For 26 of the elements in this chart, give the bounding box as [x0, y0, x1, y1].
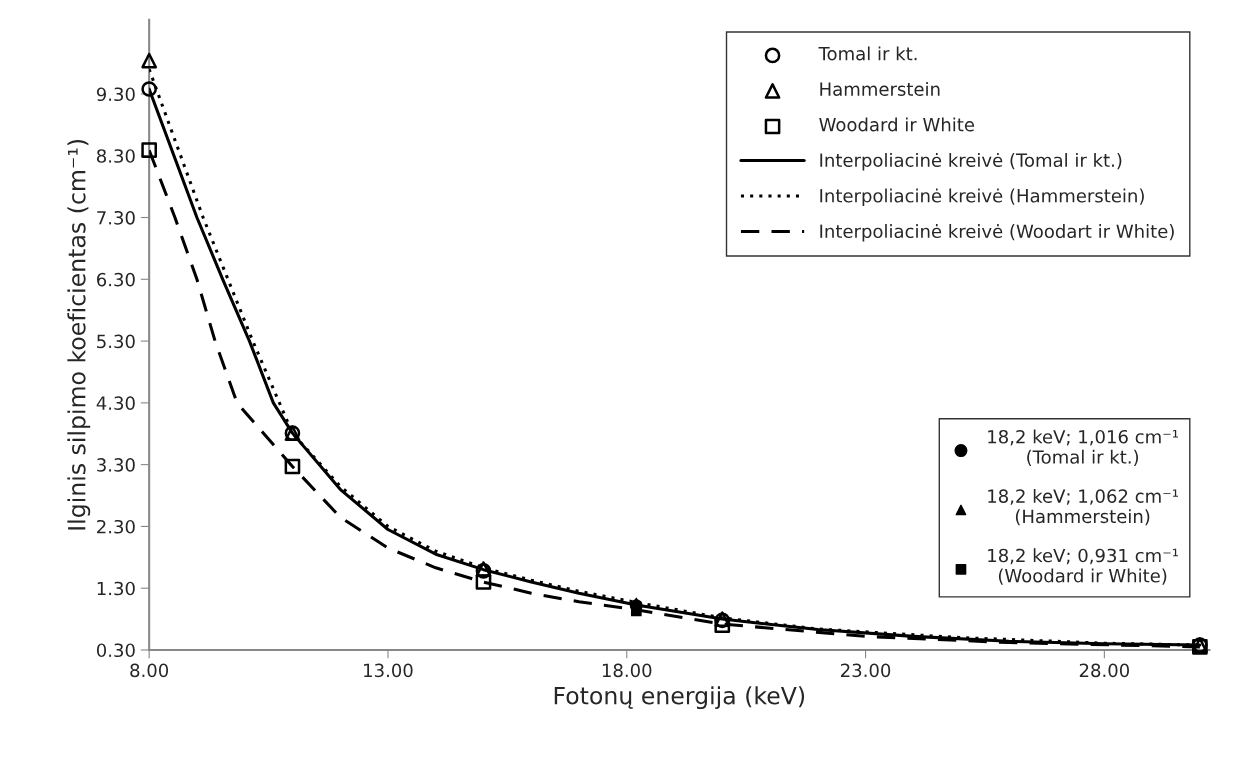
x-tick-label: 8.00 — [130, 663, 169, 678]
legend-label: Interpoliacinė kreivė (Tomal ir kt.) — [820, 153, 1122, 171]
legend-label: Interpoliacinė kreivė (Woodart ir White) — [820, 224, 1174, 242]
x-tick-label: 18.00 — [602, 663, 652, 678]
y-tick-label: 9.30 — [96, 87, 135, 102]
legend-label: Woodard ir White — [819, 117, 975, 132]
x-axis-title: Fotonų energija (keV) — [554, 686, 805, 710]
y-tick-label: 0.30 — [96, 643, 135, 658]
y-tick-label: 2.30 — [97, 519, 135, 534]
y-axis-title: Ilginis silpimo koeficientas (cm⁻¹) — [67, 139, 91, 530]
legend-label: Tomal ir kt. — [818, 46, 917, 61]
y-tick-label: 3.30 — [97, 458, 135, 472]
legend-label: 18,2 keV; 0,931 cm⁻¹ (Woodard ir White) — [988, 548, 1178, 585]
y-tick-label: 7.30 — [97, 210, 135, 225]
y-tick-label: 6.30 — [97, 272, 135, 287]
y-tick-label: 5.30 — [97, 334, 135, 349]
y-tick-label: 1.30 — [97, 581, 135, 596]
legend-label: Interpoliacinė kreivė (Hammerstein) — [820, 188, 1144, 207]
x-tick-label: 28.00 — [1079, 663, 1130, 678]
legend-label: 18,2 keV; 1,062 cm⁻¹ (Hammerstein) — [988, 488, 1178, 526]
legend-label: Hammerstein — [820, 81, 940, 96]
legend-label: 18,2 keV; 1,016 cm⁻¹ (Tomal ir kt.) — [988, 429, 1178, 466]
x-tick-label: 23.00 — [841, 663, 891, 678]
x-tick-label: 13.00 — [364, 663, 413, 678]
y-tick-label: 8.30 — [96, 149, 135, 163]
y-tick-label: 4.30 — [96, 396, 135, 410]
